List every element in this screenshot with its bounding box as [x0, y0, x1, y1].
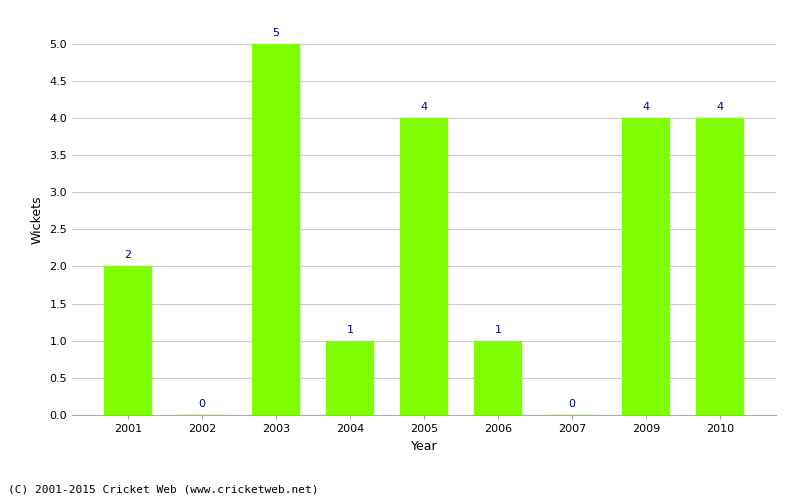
Bar — [400, 118, 448, 415]
Text: 2: 2 — [125, 250, 132, 260]
Bar — [104, 266, 152, 415]
Text: 0: 0 — [198, 399, 206, 409]
Text: 4: 4 — [716, 102, 723, 112]
Bar — [622, 118, 670, 415]
Bar — [474, 340, 522, 415]
Text: 4: 4 — [642, 102, 650, 112]
X-axis label: Year: Year — [410, 440, 438, 452]
Text: 5: 5 — [273, 28, 279, 38]
Text: 0: 0 — [569, 399, 575, 409]
Text: (C) 2001-2015 Cricket Web (www.cricketweb.net): (C) 2001-2015 Cricket Web (www.cricketwe… — [8, 485, 318, 495]
Y-axis label: Wickets: Wickets — [31, 196, 44, 244]
Text: 1: 1 — [346, 325, 354, 335]
Bar — [252, 44, 300, 415]
Bar — [326, 340, 374, 415]
Text: 4: 4 — [421, 102, 427, 112]
Text: 1: 1 — [494, 325, 502, 335]
Bar — [696, 118, 744, 415]
